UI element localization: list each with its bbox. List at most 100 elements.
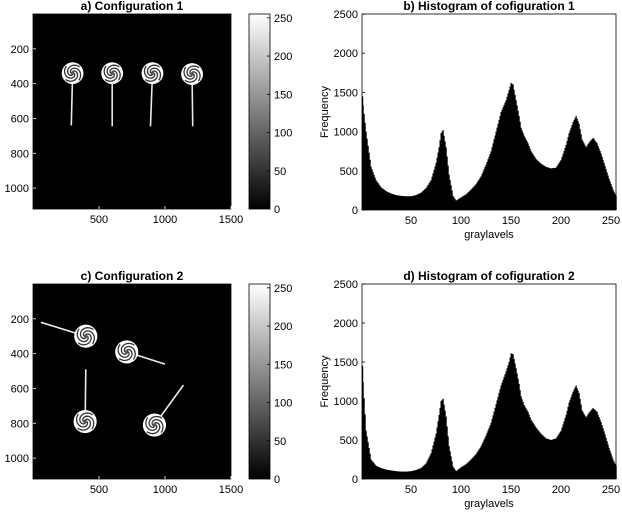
lollipop-swirl (123, 345, 136, 360)
histogram-bar (525, 408, 527, 479)
histogram-bar (512, 354, 514, 479)
colorbar-tick-label: 50 (274, 166, 286, 178)
histogram-bar (579, 398, 581, 479)
histogram-bar (430, 180, 432, 210)
colorbar-c: 0 50 100 150 200 250 (248, 283, 292, 486)
histogram-bar (463, 195, 465, 210)
histogram-bar (440, 133, 442, 210)
histogram-bar (415, 470, 417, 479)
histogram-bar (409, 471, 411, 479)
y-tick-label: 1000 (334, 396, 358, 408)
histogram-bar (607, 175, 609, 210)
histogram-bar (576, 388, 578, 479)
lollipop-center (150, 71, 155, 75)
histogram-bar (561, 156, 563, 210)
histogram-bar (394, 194, 396, 210)
histogram-bar (362, 382, 364, 479)
histogram-bar (421, 467, 423, 479)
histogram-bar (464, 194, 466, 210)
histogram-bar (526, 141, 528, 210)
histogram-bar (459, 198, 461, 210)
histogram-bar (494, 135, 496, 210)
histogram-bar (572, 391, 574, 479)
histogram-bar (566, 141, 568, 210)
histogram-bar (522, 132, 524, 210)
histogram-bar (494, 407, 496, 479)
histogram-bar (466, 193, 468, 210)
histogram-bar (581, 410, 583, 479)
histogram-bar (413, 195, 415, 210)
histogram-bar (459, 468, 461, 479)
histogram-bar (530, 419, 532, 479)
x-tick-label: 250 (602, 484, 620, 496)
histogram-bar (516, 105, 518, 210)
histogram-bar (495, 131, 497, 210)
histogram-bar (521, 399, 523, 479)
histogram-bar (554, 167, 556, 210)
y-tick-label: 1500 (334, 87, 358, 99)
lollipop-swirl (146, 64, 160, 77)
histogram-bar (412, 470, 414, 479)
histogram-bar (518, 383, 520, 479)
histogram-bar (444, 141, 446, 210)
histogram-bar (409, 196, 411, 210)
histogram-bar (467, 462, 469, 479)
histogram-bar (608, 178, 610, 210)
lollipop-swirl (118, 348, 133, 362)
histogram-bar (383, 469, 385, 479)
histogram-bar (423, 465, 425, 479)
histogram-bar (525, 139, 527, 210)
histogram-bar (496, 127, 498, 210)
histogram-bar (426, 461, 428, 479)
histogram-bar (447, 436, 449, 479)
histogram-bar (567, 137, 569, 210)
lollipop-swirl (143, 65, 156, 79)
histogram-bar (508, 362, 510, 479)
histogram-bar (587, 414, 589, 479)
histogram-bar (481, 173, 483, 210)
histogram-bar (591, 409, 593, 479)
histogram-bar (423, 189, 425, 210)
histogram-bar (542, 165, 544, 210)
histogram-bar (446, 156, 448, 210)
histogram-bar (541, 434, 543, 479)
histogram-bar (462, 466, 464, 479)
histogram-bar (592, 137, 594, 210)
histogram-bar (439, 408, 441, 479)
histogram-bar (536, 428, 538, 479)
histogram-bar (364, 414, 366, 479)
histogram-bar (520, 127, 522, 210)
colorbar-tick-label: 100 (274, 128, 292, 140)
histogram-bar (596, 411, 598, 479)
histogram-bar (365, 131, 367, 210)
histogram-bar (515, 368, 517, 479)
histogram-bar (599, 419, 601, 479)
lollipop-swirl (145, 417, 158, 432)
histogram-bar (527, 143, 529, 210)
histogram-bar (460, 197, 462, 210)
histogram-bar (507, 365, 509, 479)
histogram-bar (537, 430, 539, 479)
histogram-bar (568, 402, 570, 479)
histogram-bar (564, 147, 566, 210)
histogram-bar (530, 151, 532, 210)
histogram-bar (433, 169, 435, 210)
x-tick-label: 500 (90, 484, 108, 496)
histogram-bar (420, 468, 422, 479)
histogram-bar (379, 185, 381, 210)
histogram-bar (418, 193, 420, 210)
histogram-bar (477, 180, 479, 210)
y-tick-label: 2000 (334, 48, 358, 60)
histogram-bar (504, 374, 506, 479)
histogram-bar (476, 452, 478, 479)
histogram-bar (390, 193, 392, 210)
histogram-bar (454, 469, 456, 479)
histogram-bar (547, 439, 549, 479)
histogram-bar (424, 464, 426, 479)
histogram-bar (497, 123, 499, 210)
histogram-bar (414, 470, 416, 479)
histogram-bar (588, 412, 590, 479)
histogram-bar (399, 471, 401, 479)
